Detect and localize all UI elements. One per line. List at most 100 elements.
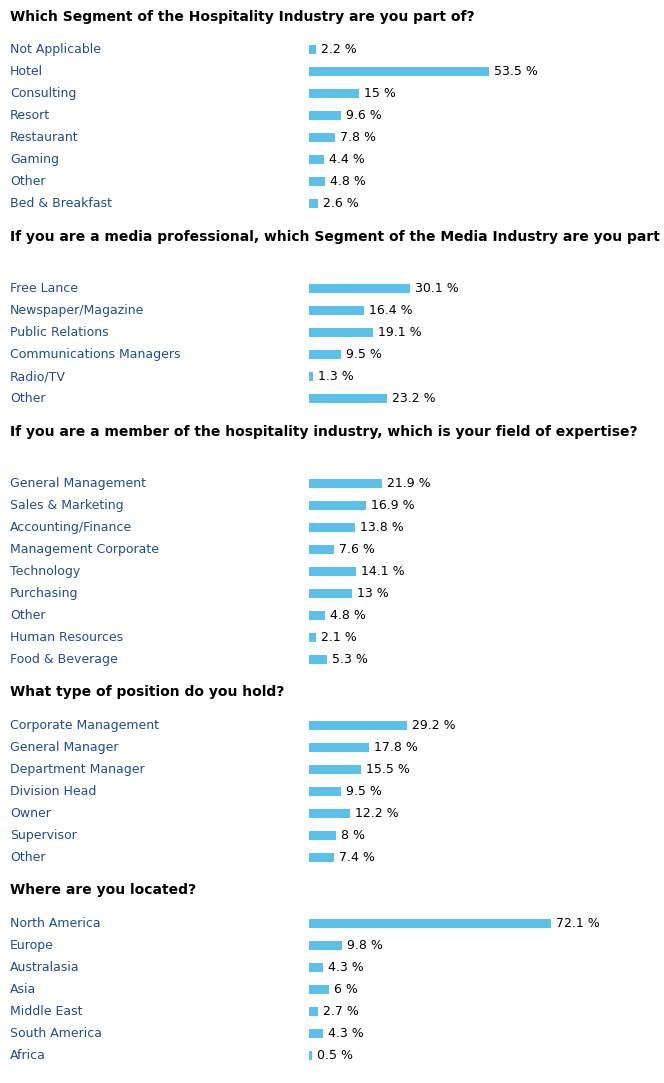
- Text: 23.2 %: 23.2 %: [392, 392, 436, 405]
- Bar: [309, 178, 325, 186]
- Text: Not Applicable: Not Applicable: [10, 43, 101, 56]
- Text: 72.1 %: 72.1 %: [556, 917, 600, 930]
- Bar: [309, 1029, 323, 1038]
- Text: Technology: Technology: [10, 565, 80, 578]
- Bar: [309, 284, 410, 293]
- Text: Middle East: Middle East: [10, 1005, 82, 1018]
- Text: Bed & Breakfast: Bed & Breakfast: [10, 197, 112, 210]
- Text: Human Resources: Human Resources: [10, 630, 123, 643]
- Text: 14.1 %: 14.1 %: [361, 565, 405, 578]
- Text: Communications Managers: Communications Managers: [10, 348, 181, 361]
- Text: 13 %: 13 %: [357, 587, 389, 600]
- Text: 5.3 %: 5.3 %: [331, 653, 367, 666]
- Bar: [309, 306, 364, 315]
- Bar: [309, 1051, 312, 1060]
- Text: Free Lance: Free Lance: [10, 282, 78, 295]
- Text: South America: South America: [10, 1027, 102, 1040]
- Bar: [309, 589, 353, 598]
- Bar: [309, 133, 335, 142]
- Text: Owner: Owner: [10, 807, 51, 820]
- Bar: [309, 765, 361, 773]
- Bar: [309, 500, 366, 510]
- Bar: [309, 394, 387, 403]
- Bar: [309, 941, 342, 950]
- Text: 4.8 %: 4.8 %: [330, 175, 366, 188]
- Bar: [309, 199, 317, 208]
- Text: 17.8 %: 17.8 %: [374, 741, 418, 754]
- Text: Gaming: Gaming: [10, 154, 59, 167]
- Text: What type of position do you hold?: What type of position do you hold?: [10, 686, 284, 700]
- Bar: [309, 918, 551, 928]
- Text: Newspaper/Magazine: Newspaper/Magazine: [10, 304, 144, 317]
- Text: Hotel: Hotel: [10, 65, 43, 78]
- Text: 4.4 %: 4.4 %: [329, 154, 365, 167]
- Text: 19.1 %: 19.1 %: [378, 326, 422, 339]
- Text: Australasia: Australasia: [10, 961, 80, 974]
- Text: Accounting/Finance: Accounting/Finance: [10, 521, 132, 534]
- Text: 53.5 %: 53.5 %: [494, 65, 538, 78]
- Bar: [309, 373, 313, 381]
- Text: Sales & Marketing: Sales & Marketing: [10, 499, 124, 512]
- Bar: [309, 655, 327, 664]
- Text: 15 %: 15 %: [365, 88, 396, 101]
- Text: 21.9 %: 21.9 %: [387, 477, 431, 490]
- Text: 15.5 %: 15.5 %: [366, 762, 410, 775]
- Text: 29.2 %: 29.2 %: [412, 719, 456, 732]
- Text: 7.8 %: 7.8 %: [340, 131, 376, 144]
- Bar: [309, 566, 356, 576]
- Text: Europe: Europe: [10, 939, 54, 952]
- Text: 2.7 %: 2.7 %: [323, 1005, 359, 1018]
- Text: 4.3 %: 4.3 %: [328, 1027, 364, 1040]
- Text: 9.8 %: 9.8 %: [347, 939, 382, 952]
- Text: 7.4 %: 7.4 %: [339, 851, 374, 864]
- Text: Purchasing: Purchasing: [10, 587, 78, 600]
- Text: Consulting: Consulting: [10, 88, 76, 101]
- Text: General Manager: General Manager: [10, 741, 118, 754]
- Text: Other: Other: [10, 851, 45, 864]
- Bar: [309, 721, 407, 730]
- Text: 30.1 %: 30.1 %: [415, 282, 459, 295]
- Bar: [309, 963, 323, 971]
- Text: If you are a media professional, which Segment of the Media Industry are you par: If you are a media professional, which S…: [10, 230, 664, 244]
- Bar: [309, 45, 316, 54]
- Text: 8 %: 8 %: [341, 828, 365, 841]
- Text: 9.5 %: 9.5 %: [346, 348, 382, 361]
- Bar: [309, 852, 333, 862]
- Text: 2.6 %: 2.6 %: [323, 197, 359, 210]
- Text: Supervisor: Supervisor: [10, 828, 77, 841]
- Bar: [309, 67, 489, 77]
- Text: Asia: Asia: [10, 982, 37, 995]
- Text: 2.1 %: 2.1 %: [321, 630, 357, 643]
- Text: Radio/TV: Radio/TV: [10, 370, 66, 383]
- Bar: [309, 328, 373, 337]
- Text: General Management: General Management: [10, 477, 146, 490]
- Text: 9.6 %: 9.6 %: [346, 109, 382, 122]
- Text: 16.9 %: 16.9 %: [371, 499, 414, 512]
- Bar: [309, 632, 316, 642]
- Text: Where are you located?: Where are you located?: [10, 884, 196, 898]
- Bar: [309, 743, 369, 752]
- Text: 12.2 %: 12.2 %: [355, 807, 398, 820]
- Text: Public Relations: Public Relations: [10, 326, 109, 339]
- Bar: [309, 155, 323, 165]
- Bar: [309, 984, 329, 994]
- Text: Africa: Africa: [10, 1048, 46, 1061]
- Bar: [309, 90, 359, 99]
- Text: 13.8 %: 13.8 %: [360, 521, 404, 534]
- Text: Division Head: Division Head: [10, 785, 96, 798]
- Bar: [309, 479, 382, 487]
- Bar: [309, 523, 355, 532]
- Text: 16.4 %: 16.4 %: [369, 304, 412, 317]
- Text: 6 %: 6 %: [334, 982, 358, 995]
- Text: Department Manager: Department Manager: [10, 762, 145, 775]
- Text: If you are a member of the hospitality industry, which is your field of expertis: If you are a member of the hospitality i…: [10, 425, 637, 439]
- Text: Other: Other: [10, 392, 45, 405]
- Text: Other: Other: [10, 609, 45, 622]
- Bar: [309, 350, 341, 360]
- Text: Food & Beverage: Food & Beverage: [10, 653, 118, 666]
- Text: 4.3 %: 4.3 %: [328, 961, 364, 974]
- Bar: [309, 831, 336, 839]
- Bar: [309, 809, 350, 818]
- Bar: [309, 545, 335, 553]
- Text: North America: North America: [10, 917, 100, 930]
